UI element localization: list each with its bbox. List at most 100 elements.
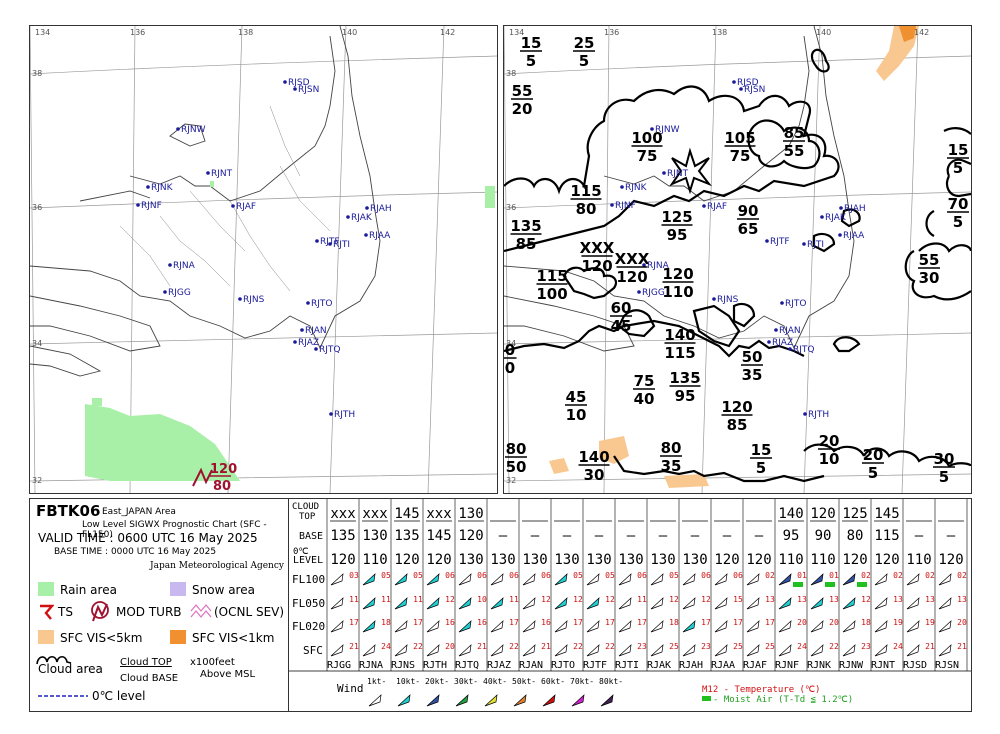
station-rjtq[interactable]: RJTQ (314, 345, 341, 355)
lat-label: 34 (506, 339, 516, 348)
station-rjnt[interactable]: RJNT (206, 169, 233, 179)
station-rjtf[interactable]: RJTF (315, 237, 340, 247)
vis1-label: SFC VIS<1km (192, 631, 275, 645)
station-name-rjto: RJTO (551, 660, 575, 671)
station-rjnf[interactable]: RJNF (610, 201, 636, 211)
wind-legend-barb (455, 694, 469, 707)
lon-label: 134 (35, 28, 50, 37)
cloud-base-value: 100 (536, 285, 567, 303)
chart-code: FBTK06 (36, 502, 101, 520)
station-rjti[interactable]: RJTI (328, 240, 350, 250)
station-rjth[interactable]: RJTH (803, 410, 829, 420)
above-msl-label: Above MSL (200, 669, 256, 680)
station-rjns[interactable]: RJNS (712, 295, 739, 305)
fl100-temp: 02 (765, 571, 775, 580)
station-rjsd[interactable]: RJSD (283, 78, 310, 88)
station-rjah[interactable]: RJAH (365, 204, 392, 214)
station-rjaf[interactable]: RJAF (702, 202, 727, 212)
rain-swatch (38, 582, 54, 596)
right-map-panel[interactable]: 134 136 138 140 142 38 36 34 32 RJSD RJSN RJNW RJNT… (503, 25, 972, 494)
station-name-rjaz: RJAZ (487, 660, 511, 671)
wind-barb (522, 644, 536, 657)
station-dot (637, 290, 641, 294)
station-rjgg[interactable]: RJGG (637, 288, 665, 298)
station-rjto[interactable]: RJTO (306, 299, 333, 309)
zero-level-cell: 120 (842, 552, 867, 568)
station-name-rjti: RJTI (615, 660, 639, 671)
wind-barb (362, 620, 376, 633)
sfc-temp: 21 (477, 642, 487, 651)
station-rjsn[interactable]: RJSN (293, 85, 319, 95)
station-rjak[interactable]: RJAK (346, 213, 373, 223)
zero-level-cell: 130 (618, 552, 643, 568)
station-rjnf[interactable]: RJNF (136, 201, 162, 211)
station-rjaz[interactable]: RJAZ (767, 338, 793, 348)
station-rjan[interactable]: RJAN (774, 326, 801, 336)
zero-level-cell: 130 (650, 552, 675, 568)
lon-label: 138 (712, 28, 727, 37)
lat-lon-labels: 134 136 138 140 142 38 36 34 32 (506, 28, 929, 485)
station-rjnw[interactable]: RJNW (176, 125, 206, 135)
fl050-temp: 13 (957, 595, 967, 604)
station-rjtf[interactable]: RJTF (765, 237, 790, 247)
station-rjnk[interactable]: RJNK (146, 183, 174, 193)
station-rjto[interactable]: RJTO (780, 299, 807, 309)
station-rjnw[interactable]: RJNW (650, 125, 680, 135)
wind-barb (906, 573, 920, 586)
cloud-top-cell: xxx (362, 506, 387, 522)
turbulence-icon (91, 601, 109, 622)
station-rjna[interactable]: RJNA (642, 261, 670, 271)
fl100-temp: 02 (957, 571, 967, 580)
sfc-temp: 23 (701, 642, 711, 651)
left-map-panel[interactable]: 134 136 138 140 142 38 36 34 32 RJSD RJSN RJNW RJNT… (29, 25, 498, 494)
wind-barb (746, 620, 760, 633)
station-rjan[interactable]: RJAN (300, 326, 327, 336)
station-name-rjtq: RJTQ (455, 660, 479, 671)
station-label: RJAF (707, 202, 727, 212)
station-rjaa[interactable]: RJAA (364, 231, 391, 241)
station-rjtq[interactable]: RJTQ (788, 345, 815, 355)
wind-barb (906, 597, 920, 610)
sfc-temp: 22 (413, 642, 423, 651)
fl020-temp: 16 (541, 618, 551, 627)
station-rjti[interactable]: RJTI (802, 240, 824, 250)
wind-barb (362, 644, 376, 657)
station-rjaz[interactable]: RJAZ (293, 338, 319, 348)
station-rjak[interactable]: RJAK (820, 213, 847, 223)
cloud-base-cell: – (595, 528, 604, 544)
cloud-base-value: 95 (675, 387, 696, 405)
cloud-top-value: 20 (863, 446, 884, 464)
station-dot (780, 301, 784, 305)
turb-top: 120 (210, 462, 237, 477)
station-rjsn[interactable]: RJSN (739, 85, 765, 95)
wind-barb (938, 620, 952, 633)
base-time: BASE TIME : 0000 UTC 16 May 2025 (54, 547, 217, 557)
station-label: RJTH (808, 410, 829, 420)
lat-label: 34 (32, 339, 42, 348)
cloud-top-cell: 145 (874, 506, 899, 522)
cloud-top-value: 70 (948, 195, 969, 213)
station-rjns[interactable]: RJNS (238, 295, 265, 305)
station-rjgg[interactable]: RJGG (163, 288, 191, 298)
wind-barb (522, 597, 536, 610)
fl050-temp: 12 (573, 595, 583, 604)
station-rjaf[interactable]: RJAF (231, 202, 256, 212)
station-rjah[interactable]: RJAH (839, 204, 866, 214)
station-dot (231, 204, 235, 208)
cloud-top-value: 120 (662, 265, 693, 283)
fl100-temp: 06 (701, 571, 711, 580)
station-rjth[interactable]: RJTH (329, 410, 355, 420)
sfc-temp: 25 (733, 642, 743, 651)
station-rjna[interactable]: RJNA (168, 261, 196, 271)
station-name-rjsd: RJSD (903, 660, 927, 671)
station-rjnt[interactable]: RJNT (662, 169, 689, 179)
station-rjnk[interactable]: RJNK (620, 183, 648, 193)
station-rjaa[interactable]: RJAA (838, 231, 865, 241)
wind-legend-barb (571, 694, 585, 707)
station-dot (712, 297, 716, 301)
station-rjsd[interactable]: RJSD (732, 78, 759, 88)
